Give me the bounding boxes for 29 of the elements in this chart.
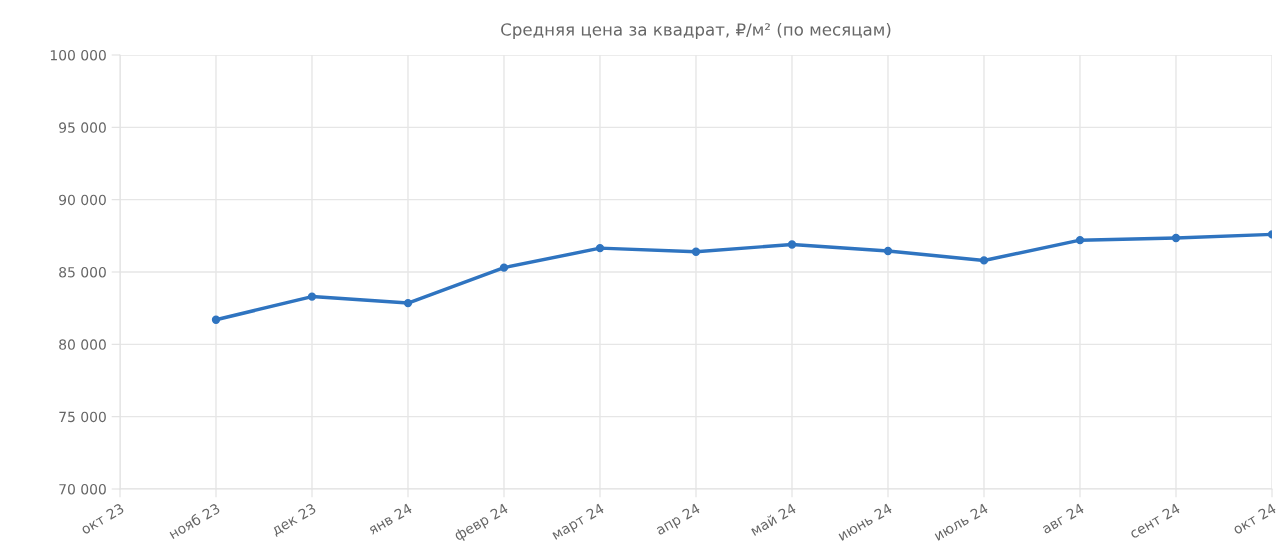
y-tick-label: 100 000 [50,49,106,61]
x-tick-label: июль 24 [933,502,989,541]
x-tick-label: апр 24 [654,502,703,538]
y-tick-label: 85 000 [59,266,106,278]
x-tick-label: окт 23 [80,502,125,535]
point [595,243,605,253]
point [403,298,413,308]
point [979,256,989,265]
chart-title: Средняя цена за квадрат, ₽/м² (по месяцам) [501,22,891,40]
y-tick-label: 70 000 [59,483,106,495]
x-tick-label: янв 24 [367,502,413,535]
x-tick-label: июнь 24 [837,502,893,541]
y-tick-label: 90 000 [59,194,106,206]
x-tick-label: авг 24 [1040,502,1085,535]
y-tick-label: 95 000 [59,122,106,133]
point [1075,236,1085,245]
point [211,315,221,324]
point [787,240,797,249]
point [499,263,509,272]
x-tick-label: окт 24 [1232,502,1277,535]
point [691,247,701,256]
point [883,246,893,256]
point [307,292,317,301]
x-tick-label: дек 23 [270,502,318,537]
point [1171,233,1181,243]
y-tick-label: 80 000 [59,339,106,350]
x-tick-label: сент 24 [1128,502,1181,539]
x-tick-label: май 24 [749,502,797,536]
y-tick-label: 75 000 [59,411,106,423]
